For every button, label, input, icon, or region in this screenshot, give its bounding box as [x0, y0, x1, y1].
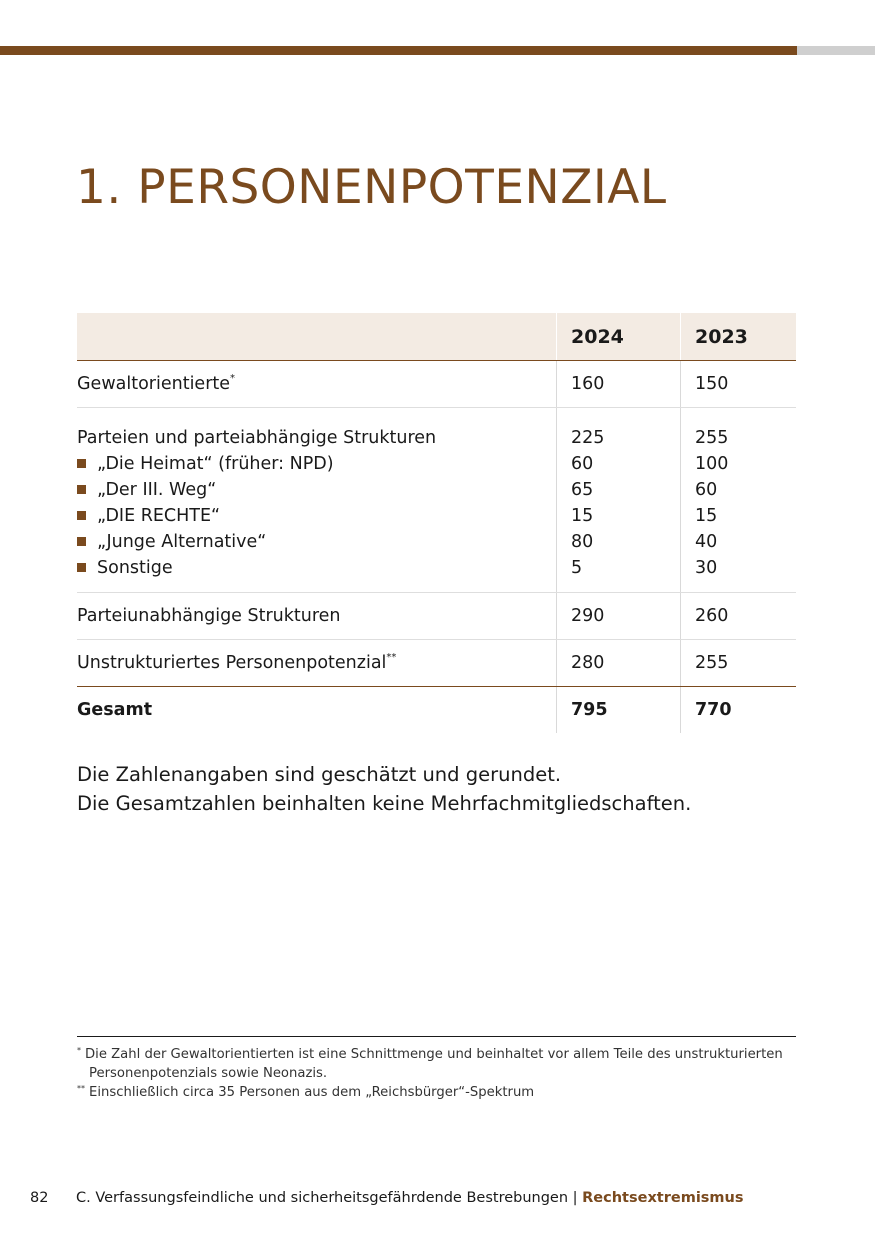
personenpotenzial-table: 2024 2023 Gewaltorientierte* 160 150 Par…: [77, 313, 796, 733]
value-2024: 65: [571, 480, 594, 500]
value-2023: 40: [695, 532, 718, 552]
value-2024: 15: [571, 506, 594, 526]
footnote-mark: **: [77, 1084, 85, 1093]
value-2024: 160: [556, 360, 681, 408]
table-notes: Die Zahlenangaben sind geschätzt und ger…: [77, 760, 691, 818]
list-item: „Junge Alternative“: [77, 529, 548, 555]
footnote-continuation: Personenpotenzials sowie Neonazis.: [89, 1066, 328, 1081]
total-2023: 770: [680, 686, 796, 733]
value-2023: 100: [695, 454, 729, 474]
table-header-row: 2024 2023: [77, 313, 796, 361]
item-label: „Die Heimat“ (früher: NPD): [97, 454, 334, 474]
top-accent-bar: [0, 46, 797, 55]
table-row: Gewaltorientierte* 160 150: [77, 360, 796, 408]
footnote-divider: [77, 1036, 796, 1037]
square-bullet-icon: [77, 511, 86, 520]
row-label: Gewaltorientierte: [77, 374, 231, 394]
square-bullet-icon: [77, 563, 86, 572]
header-year-current: 2024: [556, 313, 681, 361]
footnote-text: Einschließlich circa 35 Personen aus dem…: [89, 1085, 535, 1100]
total-2024: 795: [556, 686, 681, 733]
list-item: Sonstige: [77, 555, 548, 581]
footnote-mark: *: [230, 373, 236, 384]
value-2024: 225: [571, 428, 605, 448]
header-label-cell: [77, 313, 557, 361]
value-2024: 60: [571, 454, 594, 474]
page-title: 1. PERSONENPOTENZIAL: [76, 160, 667, 215]
top-gray-bar: [797, 46, 875, 55]
row-label: Parteiunabhängige Strukturen: [77, 592, 557, 640]
value-2024: 5: [571, 558, 583, 578]
item-label: „Junge Alternative“: [97, 532, 267, 552]
page-footer: 82 C. Verfassungsfeindliche und sicherhei…: [30, 1190, 744, 1206]
total-label: Gesamt: [77, 700, 153, 720]
row-label: Parteien und parteiabhängige Strukturen: [77, 428, 437, 448]
header-year-previous: 2023: [680, 313, 796, 361]
value-2024: 290: [556, 592, 681, 640]
value-2023: 255: [695, 428, 729, 448]
value-2023: 260: [680, 592, 796, 640]
list-item: „DIE RECHTE“: [77, 503, 548, 529]
table-row: Parteien und parteiabhängige Strukturen …: [77, 407, 796, 593]
footnote: * Die Zahl der Gewaltorientierten ist ein…: [77, 1045, 783, 1064]
note-line: Die Gesamtzahlen beinhalten keine Mehrfa…: [77, 792, 692, 815]
footer-section: C. Verfassungsfeindliche und sicherheits…: [76, 1190, 569, 1206]
value-2024: 80: [571, 532, 594, 552]
table-row: Unstrukturiertes Personenpotenzial** 280…: [77, 639, 796, 687]
list-item: „Die Heimat“ (früher: NPD): [77, 451, 548, 477]
footnote-mark: **: [386, 652, 397, 663]
note-line: Die Zahlenangaben sind geschätzt und ger…: [77, 763, 562, 786]
value-2023: 30: [695, 558, 718, 578]
row-label: Unstrukturiertes Personenpotenzial: [77, 653, 387, 673]
square-bullet-icon: [77, 485, 86, 494]
table-row: Parteiunabhängige Strukturen 290 260: [77, 592, 796, 640]
footer-separator: |: [572, 1190, 578, 1206]
value-2024: 280: [556, 639, 681, 687]
footnote-mark: *: [77, 1046, 81, 1055]
value-2023: 60: [695, 480, 718, 500]
item-label: „Der III. Weg“: [97, 480, 217, 500]
item-label: „DIE RECHTE“: [97, 506, 221, 526]
value-2023: 15: [695, 506, 718, 526]
item-label: Sonstige: [97, 558, 173, 578]
footer-chapter: Rechtsextremismus: [582, 1190, 744, 1206]
footnote: ** Einschließlich circa 35 Personen aus d…: [77, 1083, 783, 1102]
total-row: Gesamt 795 770: [77, 686, 796, 733]
footnotes: * Die Zahl der Gewaltorientierten ist ein…: [77, 1045, 783, 1102]
square-bullet-icon: [77, 537, 86, 546]
value-2023: 255: [680, 639, 796, 687]
page-number: 82: [30, 1190, 49, 1206]
square-bullet-icon: [77, 459, 86, 468]
footnote-text: Die Zahl der Gewaltorientierten ist eine…: [85, 1047, 783, 1062]
list-item: „Der III. Weg“: [77, 477, 548, 503]
value-2023: 150: [680, 360, 796, 408]
